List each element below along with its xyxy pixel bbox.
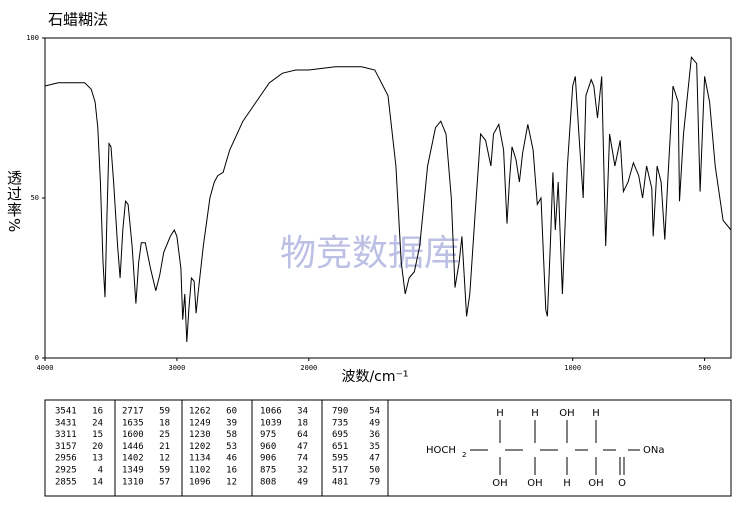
peak-transmittance: 21: [159, 442, 170, 452]
x-tick-label: 1000: [564, 364, 581, 372]
peak-transmittance: 54: [369, 407, 380, 417]
peak-wavenumber: 3431: [55, 418, 77, 428]
peak-wavenumber: 1230: [189, 430, 211, 440]
peak-wavenumber: 1600: [122, 430, 144, 440]
peak-transmittance: 25: [159, 430, 170, 440]
peak-wavenumber: 1039: [260, 418, 282, 428]
peak-transmittance: 15: [92, 430, 103, 440]
peak-wavenumber: 3311: [55, 430, 77, 440]
peak-transmittance: 34: [297, 407, 308, 417]
peak-transmittance: 39: [226, 418, 237, 428]
peak-wavenumber: 808: [260, 477, 276, 487]
peak-transmittance: 74: [297, 454, 308, 464]
peak-transmittance: 59: [159, 407, 170, 417]
y-tick-label: 100: [26, 34, 39, 42]
peak-wavenumber: 960: [260, 442, 276, 452]
peak-wavenumber: 875: [260, 466, 276, 476]
peak-transmittance: 49: [297, 477, 308, 487]
atom-label: ONa: [643, 445, 664, 456]
atom-label: HOCH: [426, 445, 456, 456]
y-axis-label: 透过率%: [5, 170, 23, 234]
x-tick-label: 3000: [168, 364, 185, 372]
x-tick-label: 2000: [300, 364, 317, 372]
atom-label: O: [618, 478, 626, 489]
peak-wavenumber: 517: [332, 466, 348, 476]
atom-label: H: [563, 478, 571, 489]
peak-wavenumber: 975: [260, 430, 276, 440]
watermark: 物竞数据库: [280, 233, 460, 274]
peak-wavenumber: 1096: [189, 477, 211, 487]
peak-wavenumber: 481: [332, 477, 348, 487]
peak-transmittance: 79: [369, 477, 380, 487]
peak-wavenumber: 1349: [122, 466, 144, 476]
spectrum-line: [44, 55, 732, 343]
peak-wavenumber: 906: [260, 454, 276, 464]
peak-transmittance: 58: [226, 430, 237, 440]
peak-transmittance: 32: [297, 466, 308, 476]
peak-transmittance: 12: [226, 477, 237, 487]
peak-transmittance: 36: [369, 430, 380, 440]
peak-wavenumber: 1635: [122, 418, 144, 428]
peak-transmittance: 35: [369, 442, 380, 452]
peak-transmittance: 50: [369, 466, 380, 476]
peak-wavenumber: 1310: [122, 477, 144, 487]
peak-wavenumber: 1202: [189, 442, 211, 452]
structure-bonds: [470, 420, 640, 475]
atom-subscript: 2: [462, 451, 466, 459]
peak-wavenumber: 651: [332, 442, 348, 452]
x-tick-label: 500: [698, 364, 711, 372]
peak-transmittance: 16: [92, 407, 103, 417]
peak-wavenumber: 790: [332, 407, 348, 417]
peak-wavenumber: 1446: [122, 442, 144, 452]
peak-transmittance: 18: [159, 418, 170, 428]
peak-transmittance: 47: [297, 442, 308, 452]
atom-label: OH: [588, 478, 603, 489]
peak-wavenumber: 735: [332, 418, 348, 428]
peak-transmittance: 64: [297, 430, 308, 440]
peak-wavenumber: 3157: [55, 442, 77, 452]
peak-transmittance: 49: [369, 418, 380, 428]
atom-label: OH: [492, 478, 507, 489]
peak-wavenumber: 1134: [189, 454, 211, 464]
chart-title: 石蜡糊法: [48, 11, 108, 29]
peak-wavenumber: 1102: [189, 466, 211, 476]
peak-transmittance: 16: [226, 466, 237, 476]
peak-transmittance: 14: [92, 477, 103, 487]
peak-transmittance: 57: [159, 477, 170, 487]
atom-label: OH: [559, 408, 574, 419]
atom-label: H: [531, 408, 539, 419]
y-tick-label: 0: [35, 354, 39, 362]
peak-wavenumber: 695: [332, 430, 348, 440]
peak-transmittance: 20: [92, 442, 103, 452]
peak-wavenumber: 2855: [55, 477, 77, 487]
peak-wavenumber: 1249: [189, 418, 211, 428]
peak-transmittance: 59: [159, 466, 170, 476]
atom-label: H: [496, 408, 504, 419]
peak-transmittance: 46: [226, 454, 237, 464]
peak-transmittance: 12: [159, 454, 170, 464]
peak-wavenumber: 1402: [122, 454, 144, 464]
x-axis-label: 波数/cm⁻¹: [341, 369, 408, 385]
peak-wavenumber: 2925: [55, 466, 77, 476]
atom-label: H: [592, 408, 600, 419]
peak-transmittance: 47: [369, 454, 380, 464]
peak-wavenumber: 595: [332, 454, 348, 464]
plot-frame: [44, 37, 732, 359]
atom-label: OH: [527, 478, 542, 489]
peak-wavenumber: 2956: [55, 454, 77, 464]
peak-transmittance: 53: [226, 442, 237, 452]
peak-transmittance: 60: [226, 407, 237, 417]
y-tick-label: 50: [31, 194, 39, 202]
peak-wavenumber: 2717: [122, 407, 144, 417]
peak-wavenumber: 3541: [55, 407, 77, 417]
peak-wavenumber: 1066: [260, 407, 282, 417]
peak-transmittance: 24: [92, 418, 103, 428]
peak-transmittance: 13: [92, 454, 103, 464]
x-tick-label: 4000: [37, 364, 54, 372]
peak-transmittance: 18: [297, 418, 308, 428]
peak-wavenumber: 1262: [189, 407, 211, 417]
peak-transmittance: 4: [98, 466, 103, 476]
